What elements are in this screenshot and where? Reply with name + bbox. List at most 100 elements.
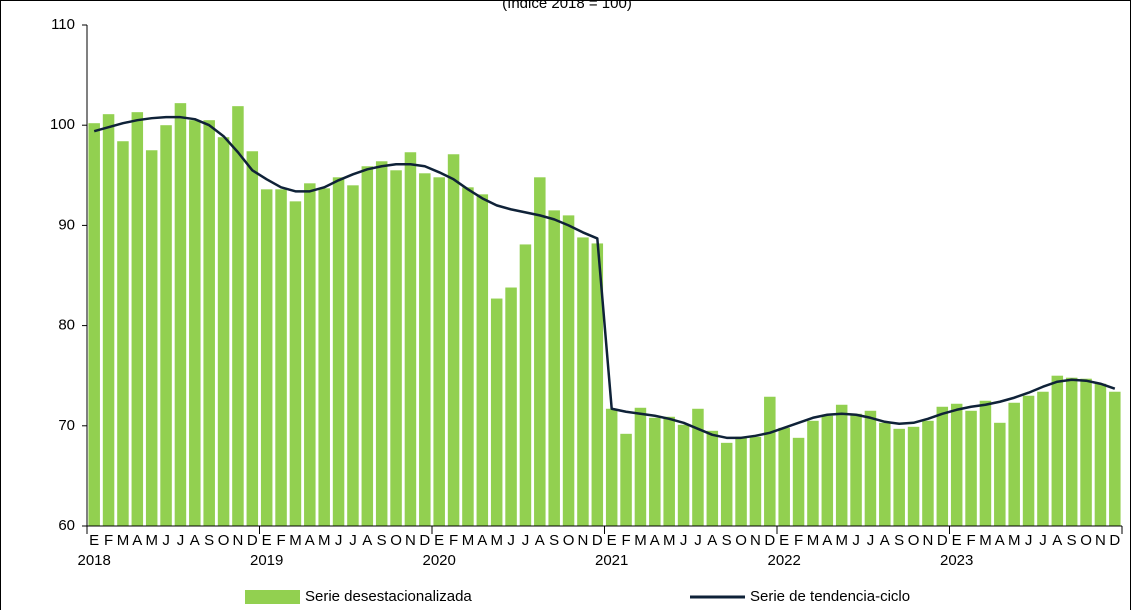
bar [577,237,589,526]
x-tick-label: M [1008,532,1021,549]
bar [203,120,215,526]
bar [433,177,445,526]
bar [692,408,704,526]
legend-label: Serie desestacionalizada [305,588,472,605]
bar [375,161,388,526]
x-tick-label: M [490,532,503,549]
bar [232,106,244,527]
bar [361,166,374,527]
bar [131,112,144,526]
bar [893,428,905,526]
bar [1080,378,1092,526]
bar [419,173,431,526]
bar [562,215,575,526]
y-tick-label: 110 [51,16,75,33]
x-tick-label: J [335,532,343,549]
x-tick-label: O [735,532,747,549]
legend-label: Serie de tendencia-ciclo [750,588,910,605]
x-tick-label: D [419,532,430,549]
x-tick-label: M [807,532,820,549]
y-tick-label: 80 [58,317,75,334]
x-tick-label: J [507,532,515,549]
x-tick-label: F [794,532,803,549]
x-tick-label: O [218,532,230,549]
bar [1065,377,1078,526]
legend-swatch [245,590,300,604]
x-tick-label: S [377,532,387,549]
bar [663,416,675,526]
x-tick-label: N [750,532,761,549]
x-group-label: 2023 [940,552,973,569]
x-tick-label: A [362,532,372,549]
bar [534,177,546,526]
bar [304,183,316,527]
x-tick-label: N [233,532,244,549]
y-tick-label: 70 [58,417,75,434]
bar [390,170,402,527]
x-tick-label: E [262,532,272,549]
x-tick-label: A [1052,532,1062,549]
bar [476,194,489,526]
x-tick-label: A [995,532,1005,549]
x-tick-label: A [477,532,487,549]
bar [907,426,920,526]
bar [189,120,201,526]
bar [792,437,805,526]
bar [548,210,560,526]
x-tick-label: M [145,532,158,549]
bar [634,407,647,526]
bar [649,417,661,526]
x-tick-label: A [535,532,545,549]
x-tick-label: E [434,532,444,549]
bar [1037,391,1049,526]
x-tick-label: S [204,532,214,549]
x-tick-label: M [462,532,475,549]
bar [979,400,992,526]
bar [1022,395,1035,526]
bar [850,413,862,526]
bar [174,103,187,526]
bar [677,424,690,526]
x-group-label: 2021 [595,552,628,569]
bar [735,436,747,526]
x-tick-label: J [177,532,185,549]
bar [706,430,719,526]
bar [404,152,417,526]
x-tick-label: J [852,532,860,549]
bar [922,420,934,526]
bar [505,287,517,526]
x-tick-label: A [190,532,200,549]
x-tick-label: E [952,532,962,549]
y-tick-label: 60 [58,517,75,534]
x-group-label: 2019 [250,552,283,569]
bar [807,420,819,526]
x-tick-label: J [162,532,170,549]
x-tick-label: S [549,532,559,549]
x-tick-label: O [563,532,575,549]
x-tick-label: S [894,532,904,549]
bar [864,410,877,526]
x-group-label: 2022 [768,552,801,569]
x-tick-label: F [104,532,113,549]
x-tick-label: J [349,532,357,549]
x-tick-label: J [867,532,875,549]
bar [605,408,618,526]
bar [749,436,762,526]
x-tick-label: M [318,532,331,549]
x-tick-label: J [1025,532,1033,549]
bar [1094,383,1107,526]
bar [936,406,949,526]
bar [591,243,604,526]
x-tick-label: O [908,532,920,549]
x-tick-label: N [1095,532,1106,549]
x-tick-label: M [663,532,676,549]
bar [778,427,790,526]
x-tick-label: S [722,532,732,549]
bar [318,188,330,527]
bar [289,201,302,527]
bar [490,298,503,526]
bar [347,185,359,526]
x-tick-label: F [621,532,630,549]
x-tick-label: J [1039,532,1047,549]
x-tick-label: O [1080,532,1092,549]
